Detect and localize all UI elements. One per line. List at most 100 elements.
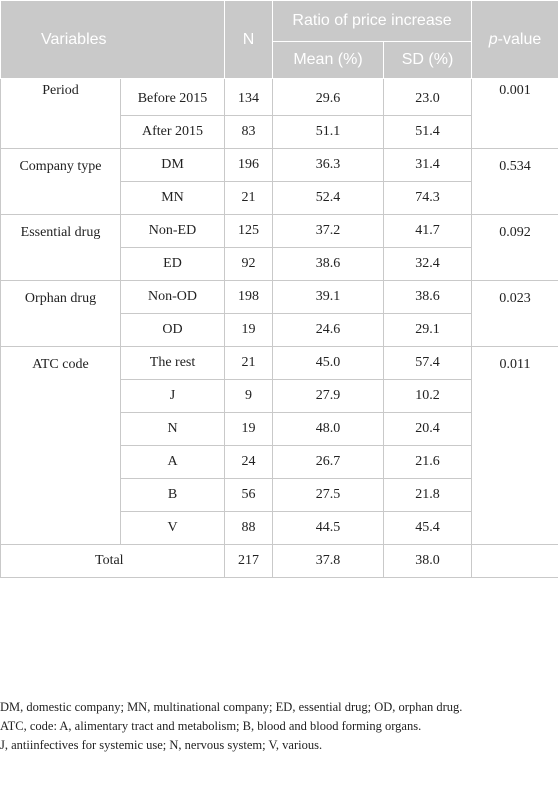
category-cell: J xyxy=(119,379,226,413)
n-cell: 88 xyxy=(224,511,274,545)
sd-cell: 10.2 xyxy=(383,379,473,413)
sd-cell: 38.6 xyxy=(383,280,473,314)
category-cell: Before 2015 xyxy=(119,78,226,116)
footnote-atc-continued: J, antiinfectives for systemic use; N, n… xyxy=(0,738,323,752)
sd-cell: 32.4 xyxy=(383,247,473,281)
mean-cell: 37.2 xyxy=(272,214,385,248)
group-label: Essential drug xyxy=(0,214,121,281)
table-row: After 2015 83 51.1 51.4 xyxy=(1,115,558,149)
total-n: 217 xyxy=(224,544,274,578)
total-mean: 37.8 xyxy=(272,544,385,578)
mean-cell: 36.3 xyxy=(272,148,385,182)
category-cell: OD xyxy=(119,313,226,347)
n-cell: 21 xyxy=(224,346,274,380)
p-value-cell: 0.001 xyxy=(471,78,558,149)
total-sd: 38.0 xyxy=(383,544,473,578)
p-value-cell: 0.011 xyxy=(471,346,558,545)
p-value-cell: 0.023 xyxy=(471,280,558,347)
mean-cell: 48.0 xyxy=(272,412,385,446)
sd-cell: 57.4 xyxy=(383,346,473,380)
category-cell: After 2015 xyxy=(119,115,226,149)
mean-cell: 27.5 xyxy=(272,478,385,512)
mean-cell: 39.1 xyxy=(272,280,385,314)
table-row: ED 92 38.6 32.4 xyxy=(1,247,558,281)
n-cell: 125 xyxy=(224,214,274,248)
group-label: ATC code xyxy=(0,346,121,545)
n-cell: 83 xyxy=(224,115,274,149)
n-cell: 198 xyxy=(224,280,274,314)
category-cell: DM xyxy=(119,148,226,182)
footnote-atc: ATC, code: A, alimentary tract and metab… xyxy=(0,719,422,733)
header-p-value: p-value xyxy=(471,0,558,79)
table-header: Variables N Ratio of price increase p-va… xyxy=(0,0,558,79)
table-footnotes: DM, domestic company; MN, multinational … xyxy=(0,698,558,755)
sd-cell: 51.4 xyxy=(383,115,473,149)
total-p xyxy=(471,544,558,578)
table-body: Period Before 2015 134 29.6 23.0 0.001 After 2… xyxy=(0,78,558,578)
table-row: J 9 27.9 10.2 xyxy=(1,379,558,413)
mean-cell: 44.5 xyxy=(272,511,385,545)
p-value-cell: 0.092 xyxy=(471,214,558,281)
sd-cell: 21.8 xyxy=(383,478,473,512)
n-cell: 24 xyxy=(224,445,274,479)
footnote-abbreviations: DM, domestic company; MN, multinational … xyxy=(0,700,463,714)
n-cell: 196 xyxy=(224,148,274,182)
group-label: Orphan drug xyxy=(0,280,121,347)
header-sd: SD (%) xyxy=(383,41,473,79)
sd-cell: 23.0 xyxy=(383,78,473,116)
sd-cell: 45.4 xyxy=(383,511,473,545)
header-n: N xyxy=(224,0,274,79)
price-increase-table: Variables N Ratio of price increase p-va… xyxy=(0,0,558,578)
table-row: Orphan drug Non-OD 198 39.1 38.6 0.023 xyxy=(0,280,558,347)
group-label: Company type xyxy=(0,148,121,215)
p-value-cell: 0.534 xyxy=(471,148,558,215)
sd-cell: 21.6 xyxy=(383,445,473,479)
category-cell: Non-ED xyxy=(119,214,226,248)
n-cell: 21 xyxy=(224,181,274,215)
table-row: V 88 44.5 45.4 xyxy=(1,511,558,545)
header-ratio: Ratio of price increase xyxy=(272,0,473,42)
mean-cell: 38.6 xyxy=(272,247,385,281)
n-cell: 134 xyxy=(224,78,274,116)
sd-cell: 74.3 xyxy=(383,181,473,215)
total-label: Total xyxy=(0,544,226,578)
category-cell: B xyxy=(119,478,226,512)
header-p-rest: -value xyxy=(497,30,542,48)
mean-cell: 27.9 xyxy=(272,379,385,413)
table-row: N 19 48.0 20.4 xyxy=(1,412,558,446)
category-cell: The rest xyxy=(119,346,226,380)
mean-cell: 29.6 xyxy=(272,78,385,116)
category-cell: MN xyxy=(119,181,226,215)
category-cell: A xyxy=(119,445,226,479)
table-row: B 56 27.5 21.8 xyxy=(1,478,558,512)
group-label: Period xyxy=(0,78,121,149)
category-cell: Non-OD xyxy=(119,280,226,314)
table-row: OD 19 24.6 29.1 xyxy=(1,313,558,347)
table-row: ATC code The rest 21 45.0 57.4 0.011 xyxy=(0,346,558,545)
n-cell: 19 xyxy=(224,412,274,446)
category-cell: ED xyxy=(119,247,226,281)
mean-cell: 24.6 xyxy=(272,313,385,347)
mean-cell: 52.4 xyxy=(272,181,385,215)
table-row: Essential drug Non-ED 125 37.2 41.7 0.092 xyxy=(0,214,558,281)
sd-cell: 31.4 xyxy=(383,148,473,182)
sd-cell: 41.7 xyxy=(383,214,473,248)
sd-cell: 29.1 xyxy=(383,313,473,347)
mean-cell: 51.1 xyxy=(272,115,385,149)
n-cell: 19 xyxy=(224,313,274,347)
table-row: Company type DM 196 36.3 31.4 0.534 xyxy=(0,148,558,215)
n-cell: 9 xyxy=(224,379,274,413)
header-variables: Variables xyxy=(0,0,226,79)
header-mean: Mean (%) xyxy=(272,41,385,79)
mean-cell: 26.7 xyxy=(272,445,385,479)
header-p-italic: p xyxy=(488,30,498,48)
category-cell: V xyxy=(119,511,226,545)
total-row: Total 217 37.8 38.0 xyxy=(0,544,558,578)
table-row: Period Before 2015 134 29.6 23.0 0.001 xyxy=(0,78,558,149)
sd-cell: 20.4 xyxy=(383,412,473,446)
n-cell: 92 xyxy=(224,247,274,281)
n-cell: 56 xyxy=(224,478,274,512)
table-row: MN 21 52.4 74.3 xyxy=(1,181,558,215)
mean-cell: 45.0 xyxy=(272,346,385,380)
category-cell: N xyxy=(119,412,226,446)
